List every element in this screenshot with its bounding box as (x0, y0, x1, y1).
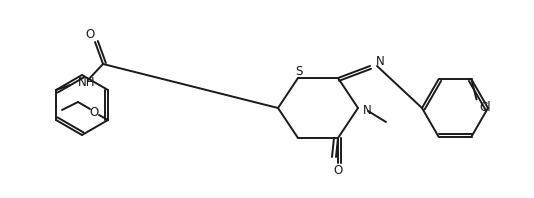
Text: Cl: Cl (480, 101, 491, 114)
Text: O: O (333, 165, 343, 177)
Text: NH: NH (78, 75, 96, 89)
Text: O: O (89, 106, 99, 118)
Text: N: N (363, 104, 372, 116)
Text: N: N (376, 54, 385, 68)
Text: S: S (295, 65, 303, 77)
Text: O: O (85, 28, 95, 41)
